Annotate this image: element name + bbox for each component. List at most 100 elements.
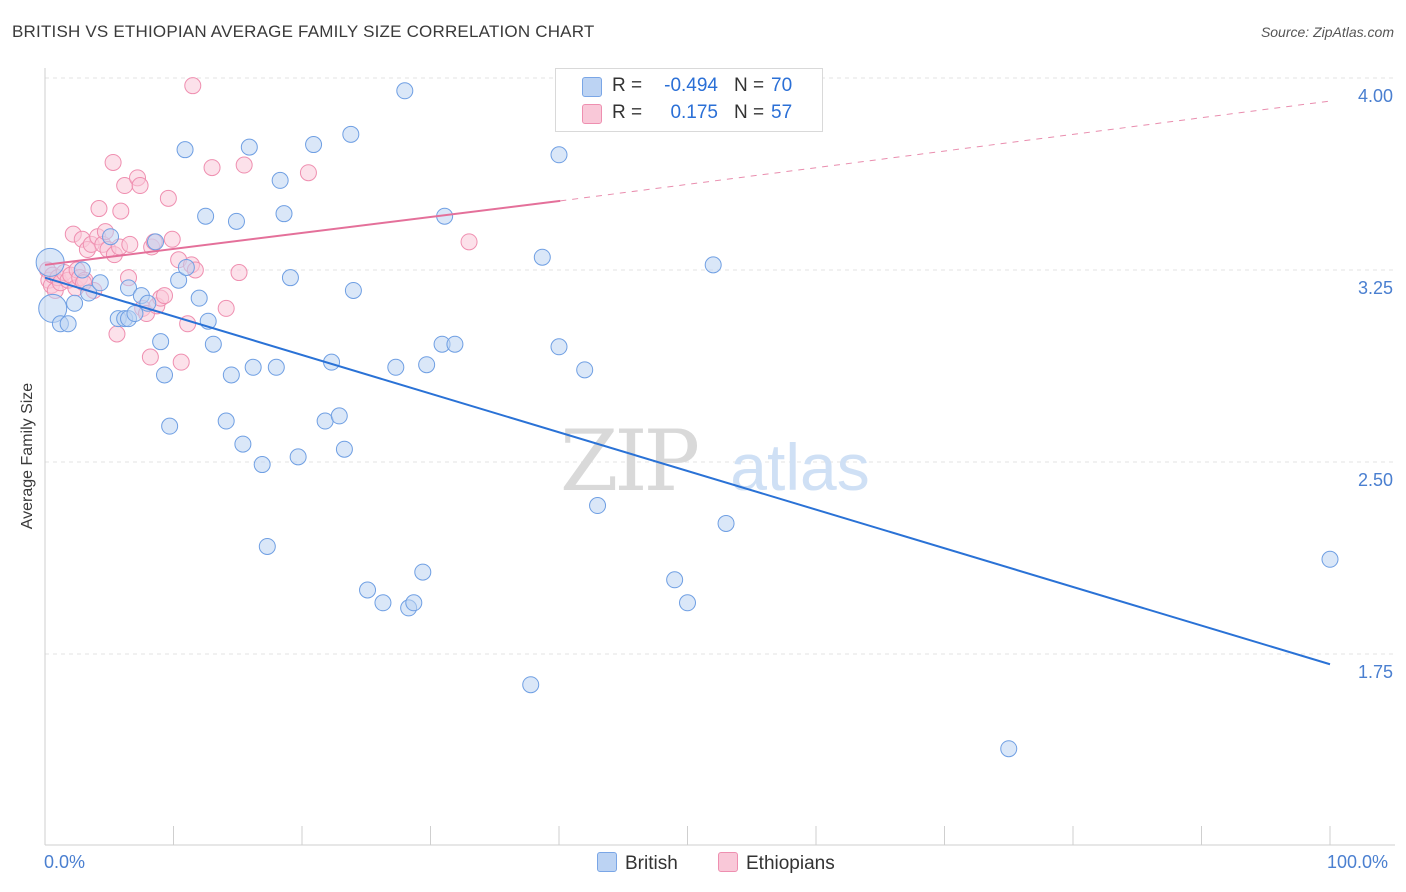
british-point bbox=[717, 514, 735, 532]
british-n-value: 70 bbox=[771, 75, 793, 96]
british-point bbox=[253, 456, 271, 474]
british-point bbox=[374, 594, 392, 612]
british-point bbox=[405, 594, 423, 612]
ethiopians-point bbox=[90, 200, 108, 218]
ethiopians-trend-extension bbox=[560, 100, 1331, 202]
british-r-label: R = bbox=[612, 75, 643, 96]
british-point bbox=[522, 676, 540, 694]
watermark-zip: ZIP bbox=[560, 412, 698, 510]
british-point bbox=[267, 358, 285, 376]
ethiopians-r-label: R = bbox=[612, 102, 643, 123]
ethiopians-point bbox=[108, 325, 126, 343]
british-point bbox=[316, 412, 334, 430]
ethiopians-point bbox=[230, 264, 248, 282]
british-point bbox=[222, 366, 240, 384]
british-point bbox=[359, 581, 377, 599]
x-tick-label-min: 0.0% bbox=[44, 852, 86, 872]
british-point bbox=[305, 136, 323, 154]
british-point bbox=[1321, 550, 1339, 568]
ethiopians-point bbox=[156, 287, 174, 305]
british-point bbox=[330, 407, 348, 425]
ethiopians-r-value: 0.175 bbox=[670, 102, 718, 123]
british-point bbox=[59, 315, 77, 333]
british-point bbox=[147, 233, 165, 251]
ethiopians-n-label: N = bbox=[734, 102, 765, 123]
ethiopians-point bbox=[235, 156, 253, 174]
axes bbox=[44, 68, 1395, 846]
y-tick-label: 4.00 bbox=[1357, 86, 1393, 106]
trend-lines bbox=[44, 100, 1331, 666]
y-tick-label: 3.25 bbox=[1357, 278, 1393, 298]
british-point bbox=[396, 82, 414, 100]
y-tick-label: 1.75 bbox=[1357, 662, 1393, 682]
british-point bbox=[170, 271, 188, 289]
x-tick-label-max: 100.0% bbox=[1327, 852, 1389, 872]
british-point bbox=[176, 141, 194, 159]
british-point bbox=[91, 274, 109, 292]
bottom-legend-ethiopians: Ethiopians bbox=[718, 852, 835, 875]
y-tick-label: 2.50 bbox=[1357, 470, 1393, 490]
ethiopians-point bbox=[112, 202, 130, 220]
british-point bbox=[161, 417, 179, 435]
british-point bbox=[102, 228, 120, 246]
british-point bbox=[344, 281, 362, 299]
ethiopians-series bbox=[39, 77, 478, 371]
british-point bbox=[240, 138, 258, 156]
bottom-legend-british: British bbox=[597, 852, 678, 875]
british-point bbox=[414, 563, 432, 581]
ethiopians-point bbox=[203, 159, 221, 177]
ethiopians-n-value: 57 bbox=[771, 102, 793, 123]
ethiopians-point bbox=[217, 299, 235, 317]
y-axis-label: Average Family Size bbox=[19, 382, 36, 530]
ethiopians-point bbox=[121, 235, 139, 253]
bottom-ethiopians-swatch bbox=[718, 852, 738, 872]
british-point bbox=[446, 335, 464, 353]
ethiopians-point bbox=[299, 164, 317, 182]
british-series bbox=[35, 82, 1339, 758]
british-r-value: -0.494 bbox=[664, 75, 718, 96]
ethiopians-point bbox=[184, 77, 202, 95]
british-point bbox=[335, 440, 353, 458]
ethiopians-point bbox=[104, 153, 122, 171]
british-point bbox=[66, 294, 84, 312]
british-point bbox=[1000, 740, 1018, 758]
british-point bbox=[152, 333, 170, 351]
british-point bbox=[589, 497, 607, 515]
ethiopians-swatch bbox=[582, 104, 602, 124]
ethiopians-point bbox=[163, 230, 181, 248]
british-point bbox=[704, 256, 722, 274]
british-point bbox=[679, 594, 696, 612]
british-point bbox=[550, 146, 568, 164]
legend-row-ethiopians: R = 0.175 N = 57 bbox=[556, 101, 822, 127]
ethiopians-point bbox=[460, 233, 478, 251]
british-point bbox=[258, 537, 276, 555]
bottom-ethiopians-label: Ethiopians bbox=[746, 853, 835, 874]
ethiopians-point bbox=[141, 348, 159, 366]
british-point bbox=[275, 205, 293, 223]
british-point bbox=[197, 207, 215, 225]
british-point bbox=[217, 412, 235, 430]
watermark: ZIP atlas bbox=[560, 412, 870, 510]
ethiopians-trend-line bbox=[44, 199, 561, 266]
chart-title: BRITISH VS ETHIOPIAN AVERAGE FAMILY SIZE… bbox=[12, 22, 595, 41]
ethiopians-point bbox=[159, 189, 177, 207]
stats-legend: R = -0.494 N = 70 R = 0.175 N = 57 bbox=[555, 68, 823, 132]
british-point bbox=[126, 305, 144, 323]
british-trend-line bbox=[44, 276, 1331, 666]
british-point bbox=[156, 366, 174, 384]
british-point bbox=[289, 448, 307, 466]
bottom-british-label: British bbox=[625, 853, 678, 874]
british-point bbox=[204, 335, 222, 353]
british-point bbox=[190, 289, 208, 307]
british-point bbox=[120, 279, 138, 297]
british-point bbox=[550, 338, 568, 356]
british-point bbox=[576, 361, 594, 379]
british-point bbox=[342, 125, 360, 143]
british-point bbox=[234, 435, 252, 453]
watermark-atlas: atlas bbox=[730, 430, 869, 504]
british-swatch bbox=[582, 77, 602, 97]
british-point bbox=[281, 269, 299, 287]
british-point bbox=[387, 358, 405, 376]
legend-row-british: R = -0.494 N = 70 bbox=[556, 74, 822, 100]
